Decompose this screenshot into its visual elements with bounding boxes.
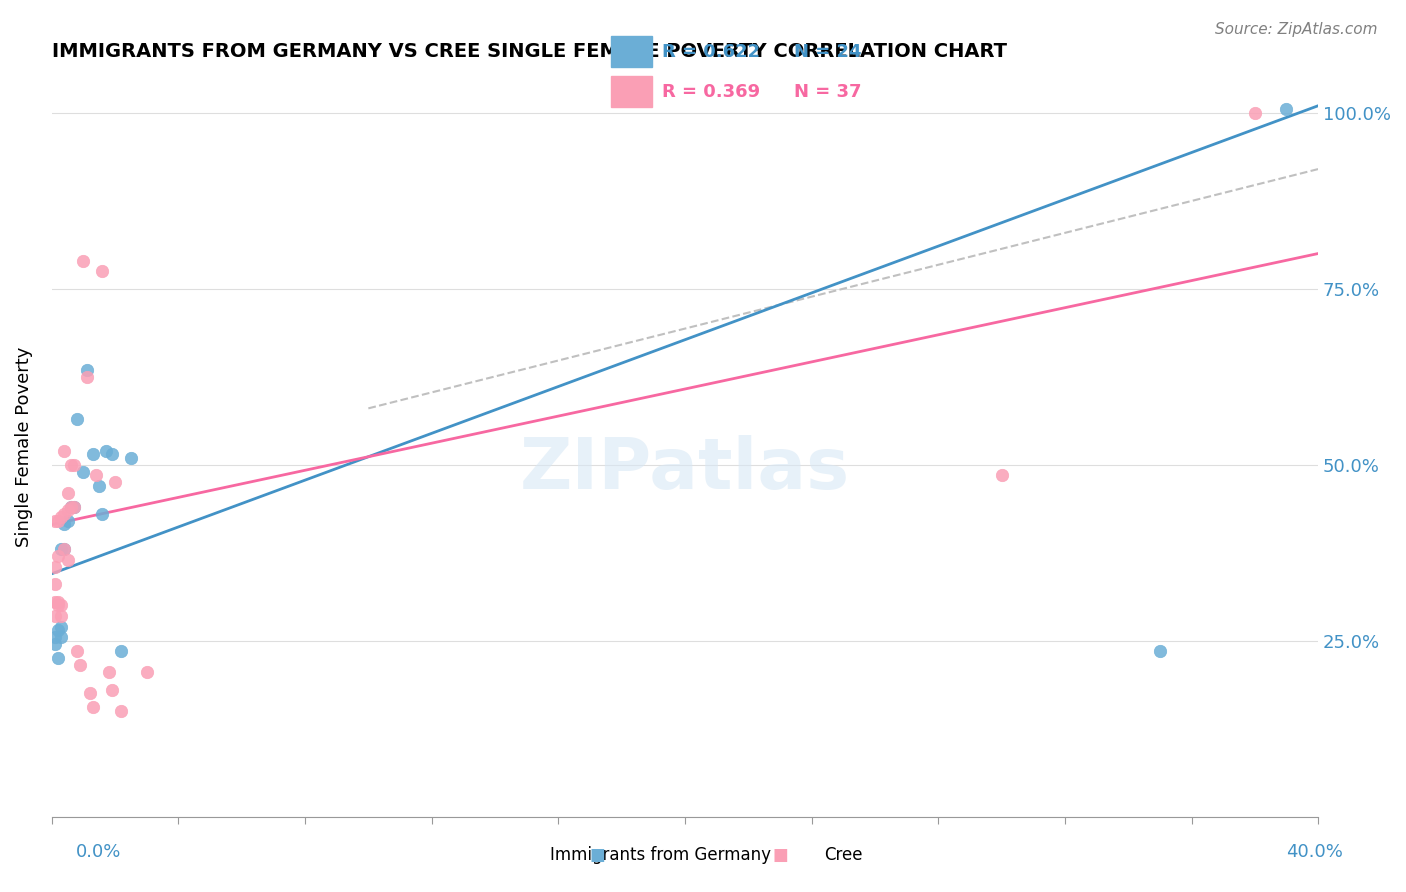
Point	[69, 658, 91, 673]
Point	[76, 369, 98, 384]
Text: R = 0.369: R = 0.369	[662, 83, 761, 101]
Point	[56, 503, 79, 517]
Point	[94, 443, 117, 458]
Point	[66, 412, 89, 426]
Point	[59, 500, 82, 514]
Point	[51, 599, 73, 613]
Point	[53, 507, 76, 521]
Point	[110, 644, 132, 658]
Text: Cree: Cree	[824, 846, 863, 863]
Bar	[612, 76, 652, 107]
Point	[72, 465, 94, 479]
Point	[79, 686, 101, 700]
Point	[51, 542, 73, 557]
Text: N = 37: N = 37	[793, 83, 860, 101]
Text: N = 24: N = 24	[793, 43, 860, 61]
Point	[104, 475, 127, 490]
Point	[91, 507, 114, 521]
Point	[46, 623, 69, 637]
Point	[53, 542, 76, 557]
Point	[53, 443, 76, 458]
Point	[44, 630, 66, 644]
Point	[53, 517, 76, 532]
Point	[56, 485, 79, 500]
Point	[135, 665, 157, 680]
Text: ■: ■	[589, 846, 606, 863]
Point	[44, 577, 66, 591]
Point	[56, 552, 79, 566]
Point	[46, 651, 69, 665]
Point	[51, 510, 73, 524]
Point	[46, 599, 69, 613]
Point	[82, 700, 104, 714]
Point	[1243, 105, 1265, 120]
Point	[89, 479, 111, 493]
Text: 40.0%: 40.0%	[1286, 843, 1343, 861]
Point	[990, 468, 1012, 483]
Point	[46, 595, 69, 609]
Text: 0.0%: 0.0%	[76, 843, 121, 861]
Point	[101, 447, 124, 461]
Point	[84, 468, 107, 483]
Text: IMMIGRANTS FROM GERMANY VS CREE SINGLE FEMALE POVERTY CORRELATION CHART: IMMIGRANTS FROM GERMANY VS CREE SINGLE F…	[52, 42, 1007, 61]
Point	[44, 637, 66, 651]
Point	[1149, 644, 1171, 658]
Point	[120, 450, 142, 465]
Point	[97, 665, 120, 680]
Point	[46, 514, 69, 528]
Point	[101, 682, 124, 697]
Text: ■: ■	[772, 846, 789, 863]
Point	[72, 253, 94, 268]
Point	[53, 542, 76, 557]
Point	[59, 458, 82, 472]
Point	[51, 630, 73, 644]
Text: R = 0.622: R = 0.622	[662, 43, 761, 61]
Point	[51, 619, 73, 633]
Y-axis label: Single Female Poverty: Single Female Poverty	[15, 347, 32, 548]
Point	[91, 264, 114, 278]
Point	[44, 559, 66, 574]
Point	[51, 609, 73, 624]
Point	[82, 447, 104, 461]
Point	[44, 595, 66, 609]
Point	[59, 500, 82, 514]
Text: Source: ZipAtlas.com: Source: ZipAtlas.com	[1215, 22, 1378, 37]
Point	[46, 549, 69, 563]
Point	[1275, 102, 1298, 116]
Point	[63, 458, 86, 472]
Point	[44, 609, 66, 624]
Text: ZIPatlas: ZIPatlas	[520, 434, 851, 504]
Point	[76, 362, 98, 376]
Point	[110, 704, 132, 718]
Point	[63, 500, 86, 514]
Point	[56, 514, 79, 528]
Point	[66, 644, 89, 658]
Bar	[612, 36, 652, 67]
Point	[44, 514, 66, 528]
Text: Immigrants from Germany: Immigrants from Germany	[550, 846, 772, 863]
Point	[63, 500, 86, 514]
